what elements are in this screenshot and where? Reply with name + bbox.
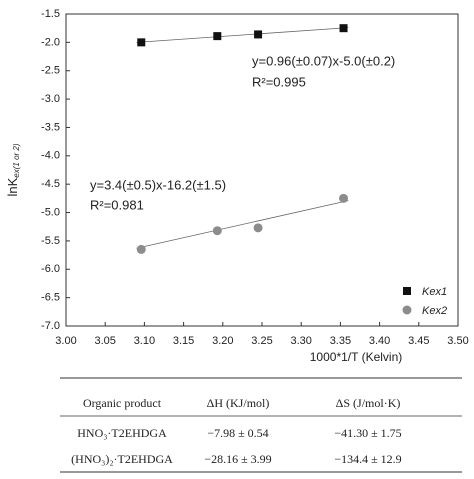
legend-marker xyxy=(402,305,412,315)
point xyxy=(136,244,146,254)
table-header: ΔH (KJ/mol) xyxy=(207,396,270,410)
table-cell: (HNO₃)₂·T2EHDGA xyxy=(71,452,173,466)
table-cell: −134.4 ± 12.9 xyxy=(334,452,401,466)
y-label-main: lnK xyxy=(5,177,20,196)
point xyxy=(213,32,222,41)
annotation: R²=0.981 xyxy=(90,197,144,212)
table-cell: −41.30 ± 1.75 xyxy=(334,426,401,440)
point xyxy=(253,223,263,233)
x-tick-label: 3.15 xyxy=(173,335,194,347)
y-tick-label: -2.5 xyxy=(41,65,60,77)
legend-marker xyxy=(403,287,411,295)
point xyxy=(137,38,146,47)
y-tick-label: -4.5 xyxy=(41,178,60,190)
x-tick-label: 3.00 xyxy=(55,335,76,347)
x-tick-label: 3.45 xyxy=(408,335,429,347)
x-tick-label: 3.05 xyxy=(94,335,115,347)
y-axis-label: lnKex(1 or 2) xyxy=(5,143,21,196)
annotation: R²=0.995 xyxy=(252,74,306,89)
y-tick-label: -3.0 xyxy=(41,93,60,105)
point xyxy=(254,30,263,39)
table-header: ΔS (J/mol·K) xyxy=(336,396,401,410)
fit-line xyxy=(136,27,349,43)
x-tick-label: 3.50 xyxy=(447,335,468,347)
y-tick-label: -6.5 xyxy=(41,292,60,304)
point xyxy=(212,226,222,236)
x-tick-label: 3.35 xyxy=(330,335,351,347)
y-tick-label: -5.0 xyxy=(41,206,60,218)
x-tick-label: 3.40 xyxy=(369,335,390,347)
point xyxy=(339,24,348,33)
x-tick-label: 3.20 xyxy=(212,335,233,347)
x-axis-label: 1000*1/T (Kelvin) xyxy=(310,350,403,364)
table-header: Organic product xyxy=(83,396,162,410)
y-tick-label: -4.0 xyxy=(41,150,60,162)
y-tick-label: -7.0 xyxy=(41,320,60,332)
table-cell: HNO₃·T2EHDGA xyxy=(77,426,167,440)
legend-label: Kex1 xyxy=(422,286,447,298)
y-tick-label: -5.5 xyxy=(41,235,60,247)
point xyxy=(339,193,349,203)
fit-line xyxy=(136,200,349,249)
y-tick-label: -2.0 xyxy=(41,36,60,48)
annotation: y=3.4(±0.5)x-16.2(±1.5) xyxy=(90,177,226,192)
x-tick-label: 3.30 xyxy=(290,335,311,347)
table-cell: −7.98 ± 0.54 xyxy=(207,426,268,440)
annotation: y=0.96(±0.07)x-5.0(±0.2) xyxy=(252,53,395,68)
y-tick-label: -3.5 xyxy=(41,121,60,133)
table-cell: −28.16 ± 3.99 xyxy=(204,452,271,466)
x-tick-label: 3.25 xyxy=(251,335,272,347)
x-tick-label: 3.10 xyxy=(134,335,155,347)
y-tick-label: -1.5 xyxy=(41,8,60,20)
y-label-sub: ex(1 or 2) xyxy=(12,143,21,178)
legend-label: Kex2 xyxy=(422,305,447,317)
y-tick-label: -6.0 xyxy=(41,263,60,275)
